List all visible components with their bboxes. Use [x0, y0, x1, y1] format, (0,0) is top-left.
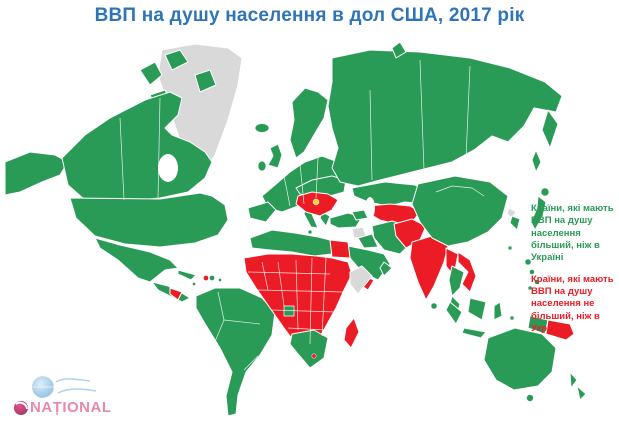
region-ireland: [257, 160, 267, 172]
region-new-zealand-north: [569, 371, 578, 389]
black-sea: [332, 204, 350, 214]
region-iraq: [357, 233, 379, 249]
region-south-korea: [509, 215, 521, 231]
region-taiwan: [507, 245, 513, 251]
page-title: ВВП на душу населення в дол США, 2017 рі…: [94, 5, 525, 26]
watermark: NAȚIONAL: [8, 370, 138, 420]
brand-swirl-icon: [15, 401, 28, 410]
region-australia: [483, 327, 557, 391]
region-sri-lanka: [430, 302, 438, 310]
region-caucasus: [351, 209, 369, 221]
region-southern-africa: [289, 329, 329, 369]
region-dominican-republic: [209, 275, 215, 281]
region-philippines: [527, 285, 533, 291]
region-novaya-zemlya: [391, 41, 407, 59]
region-gabon: [283, 305, 295, 317]
region-japan: [530, 195, 547, 231]
region-canada-arctic: [164, 49, 189, 71]
region-new-zealand-south: [576, 385, 587, 401]
region-tasmania: [526, 394, 534, 402]
region-sulawesi: [493, 301, 503, 321]
region-haiti: [203, 275, 209, 281]
region-sakhalin: [531, 149, 542, 173]
region-canada-arctic: [194, 69, 217, 93]
watermark-graphics: [14, 375, 97, 415]
region-cuba: [177, 269, 197, 281]
globe-meridian-icon: [32, 375, 55, 399]
region-india: [409, 235, 449, 301]
region-sumatra: [445, 301, 463, 325]
hudson-bay: [158, 154, 178, 182]
region-philippines: [529, 269, 535, 275]
region-west-new-guinea: [527, 315, 549, 335]
legend: Країни, які мають ВВП на душу населення …: [531, 203, 616, 344]
region-lesotho: [311, 353, 317, 359]
region-sicily: [307, 229, 313, 235]
caspian-sea: [365, 197, 375, 219]
region-thailand: [448, 265, 465, 297]
ukraine-highlight-dot: [312, 198, 320, 206]
legend-item-below: Країни, які мають ВВП на душу населення …: [531, 273, 614, 335]
region-philippines: [524, 258, 532, 266]
brand-wordmark: NAȚIONAL: [30, 399, 112, 416]
map-regions: [4, 41, 587, 417]
region-alaska: [4, 151, 69, 196]
region-usa: [69, 192, 229, 248]
region-papua-new-guinea: [545, 319, 575, 341]
region-honduras-nicaragua: [169, 287, 183, 301]
region-java: [461, 327, 487, 339]
country-borders: [119, 59, 485, 371]
region-canada-arctic: [139, 61, 163, 86]
region-russia: [327, 49, 563, 187]
region-moluccas: [509, 315, 515, 321]
region-oman: [379, 261, 393, 277]
legend-item-above: Країни, які мають ВВП на душу населення …: [531, 203, 614, 264]
watermark-script-icon: [55, 378, 97, 394]
region-china: [411, 175, 509, 247]
region-jamaica: [192, 282, 196, 286]
region-borneo: [467, 297, 487, 321]
region-somalia: [349, 265, 373, 295]
region-hokkaido: [540, 187, 550, 197]
region-iberia: [247, 201, 277, 223]
region-kamchatka: [541, 109, 559, 149]
region-scandinavia: [289, 87, 329, 159]
region-indochina: [457, 251, 477, 293]
region-north-africa: [249, 229, 333, 257]
region-mexico: [94, 237, 179, 283]
region-philippines: [534, 279, 540, 285]
region-egypt: [329, 239, 351, 259]
region-madagascar: [343, 317, 360, 349]
region-iceland: [254, 123, 270, 133]
region-puerto-rico: [218, 278, 222, 282]
region-uk: [267, 143, 283, 169]
region-south-america: [195, 287, 276, 417]
